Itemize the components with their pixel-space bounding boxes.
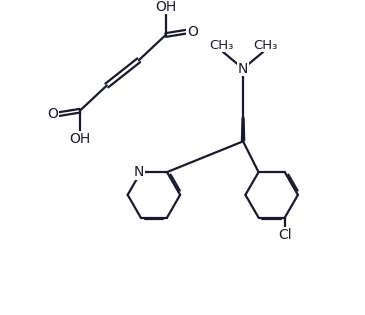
Text: OH: OH — [155, 0, 176, 14]
Text: O: O — [47, 107, 58, 121]
Text: Cl: Cl — [278, 228, 292, 242]
Text: N: N — [134, 165, 144, 179]
Text: N: N — [238, 62, 248, 76]
Text: OH: OH — [69, 132, 91, 146]
Text: CH₃: CH₃ — [209, 39, 233, 52]
Text: O: O — [187, 25, 198, 39]
Text: CH₃: CH₃ — [253, 39, 277, 52]
